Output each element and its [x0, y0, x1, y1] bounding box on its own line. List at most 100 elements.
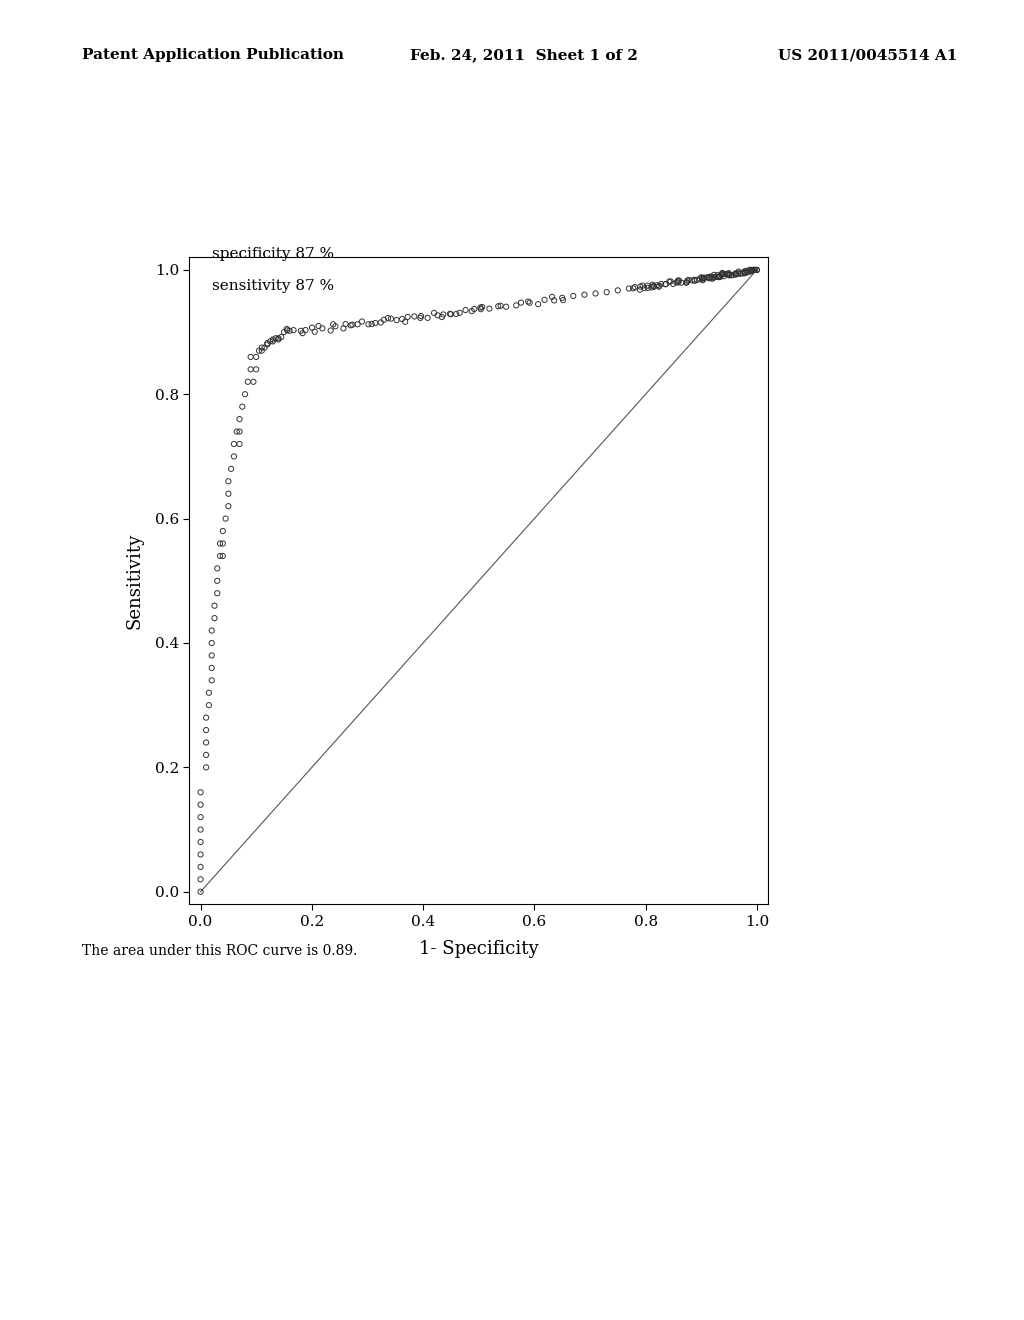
- Point: [231, 421, 248, 442]
- Point: [209, 558, 225, 579]
- Point: [701, 267, 718, 288]
- Point: [705, 268, 721, 289]
- Point: [732, 263, 749, 284]
- Point: [204, 657, 220, 678]
- Point: [198, 731, 214, 752]
- Point: [521, 292, 538, 313]
- Point: [212, 545, 228, 566]
- Point: [635, 275, 651, 296]
- Point: [198, 744, 214, 766]
- Point: [237, 384, 253, 405]
- Point: [721, 263, 737, 284]
- Point: [724, 264, 740, 285]
- Point: [464, 301, 480, 322]
- Point: [212, 533, 228, 554]
- Point: [220, 471, 237, 492]
- Point: [254, 341, 270, 362]
- Point: [598, 281, 614, 302]
- Point: [397, 312, 414, 333]
- Point: [673, 272, 689, 293]
- Point: [693, 267, 710, 288]
- Point: [458, 300, 474, 321]
- Point: [413, 305, 429, 326]
- Point: [314, 318, 331, 339]
- Point: [435, 304, 452, 325]
- Point: [686, 269, 702, 290]
- Point: [737, 263, 754, 284]
- Point: [193, 843, 209, 865]
- Point: [701, 268, 718, 289]
- Point: [220, 483, 237, 504]
- Point: [201, 682, 217, 704]
- Point: [710, 264, 726, 285]
- Point: [344, 314, 360, 335]
- Point: [730, 263, 746, 284]
- Point: [234, 396, 251, 417]
- Point: [588, 282, 604, 304]
- Point: [407, 306, 423, 327]
- Point: [204, 632, 220, 653]
- Point: [193, 882, 209, 903]
- Point: [270, 329, 287, 350]
- Point: [744, 259, 761, 280]
- Point: [727, 264, 743, 285]
- Point: [198, 756, 214, 777]
- Point: [228, 421, 245, 442]
- Point: [204, 620, 220, 642]
- Point: [696, 267, 713, 288]
- Text: Patent Application Publication: Patent Application Publication: [82, 49, 344, 62]
- Point: [513, 292, 529, 313]
- Point: [337, 313, 353, 334]
- Point: [670, 272, 686, 293]
- Point: [745, 259, 762, 280]
- Point: [490, 296, 507, 317]
- Point: [645, 276, 662, 297]
- Point: [367, 313, 383, 334]
- Point: [728, 264, 744, 285]
- Point: [537, 289, 553, 310]
- Point: [669, 272, 685, 293]
- Point: [383, 308, 399, 329]
- Point: [399, 306, 416, 327]
- Point: [254, 337, 270, 358]
- Point: [649, 275, 666, 296]
- Point: [639, 275, 655, 296]
- Point: [644, 275, 660, 296]
- Point: [349, 314, 366, 335]
- Point: [711, 267, 727, 288]
- Point: [670, 271, 686, 292]
- Point: [323, 319, 339, 341]
- Point: [727, 263, 743, 284]
- Point: [679, 272, 695, 293]
- Point: [707, 267, 723, 288]
- Point: [703, 268, 720, 289]
- Point: [251, 341, 267, 362]
- Point: [306, 321, 323, 342]
- Point: [297, 319, 313, 341]
- Point: [689, 269, 706, 290]
- Point: [703, 267, 720, 288]
- Point: [636, 277, 652, 298]
- Point: [466, 298, 482, 319]
- Point: [373, 312, 389, 333]
- Point: [743, 260, 760, 281]
- Point: [546, 290, 562, 312]
- Point: [544, 286, 560, 308]
- Point: [715, 263, 731, 284]
- Text: specificity 87 %: specificity 87 %: [212, 247, 334, 260]
- Point: [429, 305, 445, 326]
- Point: [193, 795, 209, 816]
- Point: [248, 359, 264, 380]
- Point: [643, 277, 659, 298]
- Point: [493, 296, 509, 317]
- Point: [198, 719, 214, 741]
- Point: [441, 304, 458, 325]
- Point: [193, 832, 209, 853]
- Point: [687, 271, 703, 292]
- Point: [286, 319, 302, 341]
- Point: [259, 333, 275, 354]
- Point: [364, 313, 380, 334]
- Point: [742, 260, 759, 281]
- Point: [653, 273, 670, 294]
- Point: [679, 271, 695, 292]
